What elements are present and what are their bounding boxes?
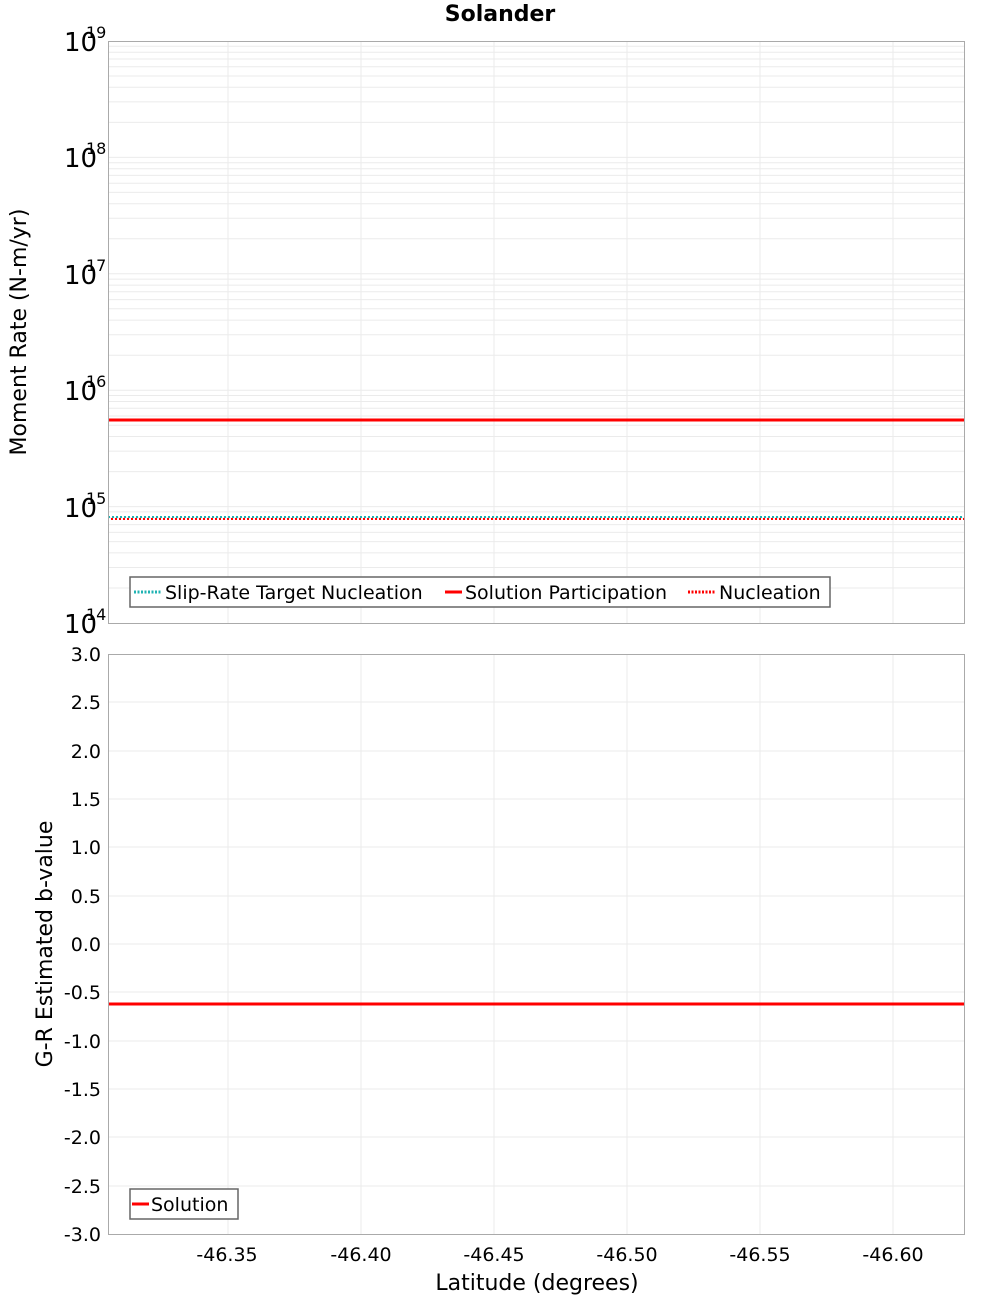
x-ticks: -46.35 -46.40 -46.45 -46.50 -46.55 -46.6… <box>196 1244 923 1266</box>
bottom-legend: Solution <box>129 1188 239 1220</box>
ytick-1e18: 10 <box>64 144 97 174</box>
top-plot-log-gridlines <box>108 45 965 589</box>
top-y-axis-label: Moment Rate (N-m/yr) <box>7 209 32 456</box>
bottom-y-ticks: 3.0 2.5 2.0 1.5 1.0 0.5 0.0 -0.5 -1.0 -1… <box>64 644 101 1246</box>
svg-text:-46.40: -46.40 <box>330 1244 391 1266</box>
ytick-1e14: 10 <box>64 610 97 640</box>
ytick-1e16: 10 <box>64 377 97 407</box>
legend-label-solution: Solution <box>151 1194 228 1216</box>
svg-text:-0.5: -0.5 <box>64 982 101 1004</box>
ytick-exp-17: 17 <box>86 256 106 275</box>
svg-text:0.5: 0.5 <box>71 886 101 908</box>
svg-text:1.5: 1.5 <box>71 789 101 811</box>
svg-text:2.0: 2.0 <box>71 741 101 763</box>
svg-text:-3.0: -3.0 <box>64 1224 101 1246</box>
ytick-exp-14: 14 <box>86 605 106 624</box>
ytick-1e15: 10 <box>64 494 97 524</box>
svg-text:-1.5: -1.5 <box>64 1079 101 1101</box>
svg-text:-2.0: -2.0 <box>64 1127 101 1149</box>
legend-label-slip-rate: Slip-Rate Target Nucleation <box>165 582 423 604</box>
ytick-1e19: 10 <box>64 28 97 58</box>
svg-text:1.0: 1.0 <box>71 837 101 859</box>
svg-text:-2.5: -2.5 <box>64 1176 101 1198</box>
svg-text:-46.50: -46.50 <box>596 1244 657 1266</box>
top-y-ticks: 10 19 10 18 10 17 10 16 10 15 10 14 <box>64 23 106 640</box>
top-plot-gridlines <box>227 41 894 623</box>
legend-label-nucleation: Nucleation <box>719 582 821 604</box>
x-axis-label: Latitude (degrees) <box>435 1271 638 1296</box>
legend-label-solution-participation: Solution Participation <box>465 582 667 604</box>
ytick-1e17: 10 <box>64 261 97 291</box>
top-plot-frame <box>108 41 965 624</box>
svg-text:2.5: 2.5 <box>71 692 101 714</box>
svg-text:-1.0: -1.0 <box>64 1031 101 1053</box>
ytick-exp-15: 15 <box>86 489 106 508</box>
bottom-y-axis-label: G-R Estimated b-value <box>33 821 58 1068</box>
svg-text:-46.45: -46.45 <box>463 1244 524 1266</box>
ytick-exp-18: 18 <box>86 139 106 158</box>
svg-text:-46.35: -46.35 <box>196 1244 257 1266</box>
svg-text:-46.55: -46.55 <box>729 1244 790 1266</box>
ytick-exp-16: 16 <box>86 372 106 391</box>
top-legend: Slip-Rate Target Nucleation Solution Par… <box>129 576 831 608</box>
ytick-exp-19: 19 <box>86 23 106 42</box>
bottom-plot-gridlines <box>108 654 965 1234</box>
chart-title: Solander <box>444 2 556 27</box>
svg-text:3.0: 3.0 <box>71 644 101 666</box>
svg-text:-46.60: -46.60 <box>862 1244 923 1266</box>
bottom-plot-frame <box>108 654 965 1235</box>
svg-text:0.0: 0.0 <box>71 934 101 956</box>
